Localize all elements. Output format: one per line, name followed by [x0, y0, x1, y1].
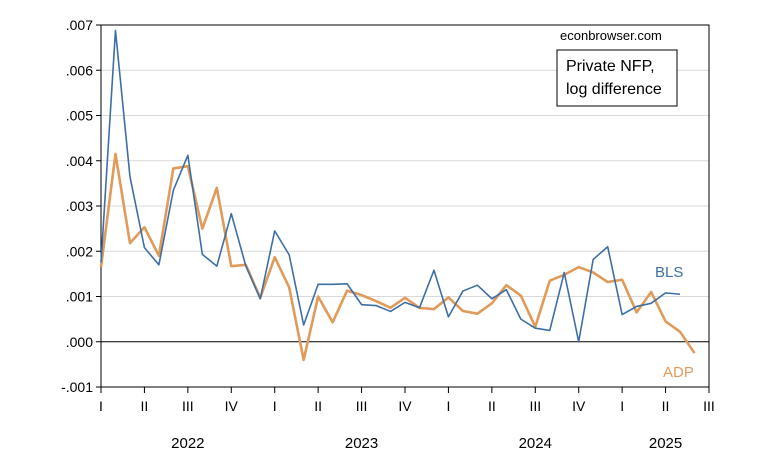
- year-label: 2024: [519, 435, 552, 452]
- series-layer: [99, 29, 696, 362]
- series-line-bls: [100, 29, 681, 343]
- y-tick-label: .007: [66, 17, 93, 33]
- y-tick-label: .005: [66, 108, 93, 124]
- series-label-adp: ADP: [663, 364, 694, 381]
- year-labels: 2022 2023 2024 2025: [171, 435, 682, 452]
- series-line-adp: [99, 152, 696, 362]
- y-axis-ticks: .007 .006 .005 .004 .003 .002 .001 .000 -.001: [61, 17, 101, 395]
- x-tick-label: IV: [398, 398, 412, 414]
- x-tick-label: I: [273, 398, 277, 414]
- credit-text: econbrowser.com: [560, 28, 662, 43]
- y-tick-label: .002: [66, 243, 93, 259]
- x-tick-label: II: [488, 398, 496, 414]
- legend-box-frame: [556, 49, 678, 107]
- year-label: 2023: [345, 435, 378, 452]
- legend-line-1: Private NFP,: [566, 58, 655, 75]
- x-tick-label: II: [314, 398, 322, 414]
- legend-box: Private NFP, log difference: [556, 49, 678, 107]
- y-tick-label: .001: [66, 289, 93, 305]
- x-tick-label: III: [703, 398, 715, 414]
- x-tick-label: I: [620, 398, 624, 414]
- year-label: 2022: [171, 435, 204, 452]
- y-tick-label: .003: [66, 198, 93, 214]
- x-tick-label: III: [356, 398, 368, 414]
- y-tick-label: .000: [66, 334, 93, 350]
- x-tick-label: III: [529, 398, 541, 414]
- series-label-bls: BLS: [655, 264, 683, 281]
- x-tick-label: II: [141, 398, 149, 414]
- x-tick-label: I: [99, 398, 103, 414]
- x-tick-label: IV: [225, 398, 239, 414]
- y-tick-label: -.001: [61, 379, 93, 395]
- y-tick-label: .006: [66, 62, 93, 78]
- x-tick-label: II: [662, 398, 670, 414]
- x-tick-label: III: [182, 398, 194, 414]
- x-tick-label: IV: [572, 398, 586, 414]
- legend-line-2: log difference: [566, 81, 662, 98]
- x-tick-label: I: [446, 398, 450, 414]
- year-label: 2025: [649, 435, 682, 452]
- x-axis-ticks: I II III IV I II III IV I II III IV I II III: [99, 387, 715, 414]
- y-tick-label: .004: [66, 153, 93, 169]
